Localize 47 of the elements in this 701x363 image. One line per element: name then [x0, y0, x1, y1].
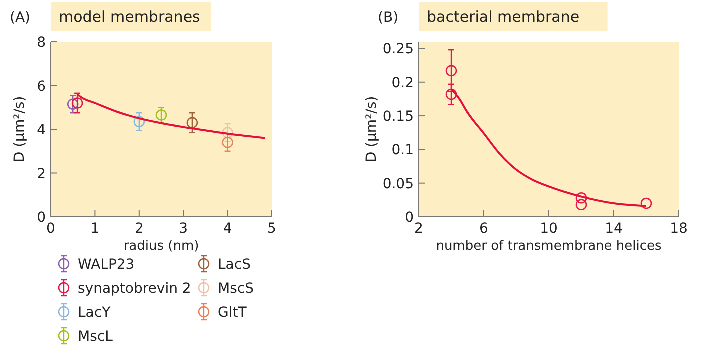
x-tick-label: 14 [605, 221, 623, 237]
y-tick-label: 0 [405, 210, 414, 226]
point [72, 98, 84, 109]
point [67, 98, 79, 110]
chart-title: model membranes [59, 8, 201, 26]
x-tick-label: 4 [223, 221, 232, 237]
point [186, 117, 198, 129]
y-tick-label: 8 [37, 35, 46, 51]
y-axis-title: D (μm²/s) [12, 96, 28, 163]
y-tick-label: 4 [37, 122, 46, 138]
point [576, 192, 588, 204]
x-tick-label: 2 [134, 221, 144, 237]
y-tick-label: 0.05 [382, 176, 414, 192]
legend-label: GltT [218, 305, 248, 321]
chart-title: bacterial membrane [427, 8, 580, 26]
y-tick-label: 0 [37, 210, 46, 226]
x-tick-label: 5 [268, 221, 276, 237]
x-tick-label: 1 [90, 221, 100, 237]
y-tick-label: 6 [37, 78, 46, 95]
legend-label: synaptobrevin 2 [78, 281, 192, 297]
y-tick-label: 0.1 [392, 142, 414, 159]
y-tick-label: 0.15 [382, 109, 414, 126]
point [640, 198, 652, 210]
legend-label: WALP23 [78, 257, 135, 273]
text: (A) [10, 10, 31, 26]
x-tick-label: 10 [540, 221, 558, 237]
point [222, 136, 234, 148]
point [446, 88, 458, 100]
legend-label: LacY [78, 305, 112, 321]
y-tick-label: 0.25 [382, 42, 414, 58]
point [446, 65, 458, 77]
y-axis-title: D (μm²/s) [364, 96, 380, 163]
x-tick-label: 18 [670, 221, 688, 237]
y-tick-label: 0.2 [392, 75, 414, 92]
point [134, 116, 146, 128]
point [576, 199, 588, 211]
point [156, 110, 168, 121]
x-axis-title: number of transmembrane helices [436, 239, 662, 254]
x-tick-label: 3 [179, 221, 188, 237]
legend-label: LacS [218, 257, 252, 273]
y-tick-label: 2 [37, 166, 46, 182]
point [222, 127, 234, 138]
legend-label: MscL [78, 329, 114, 345]
x-axis-title: radius (nm) [124, 239, 200, 254]
x-tick-label: 6 [480, 221, 489, 237]
legend-label: MscS [218, 281, 254, 297]
text: (B) [378, 10, 399, 26]
